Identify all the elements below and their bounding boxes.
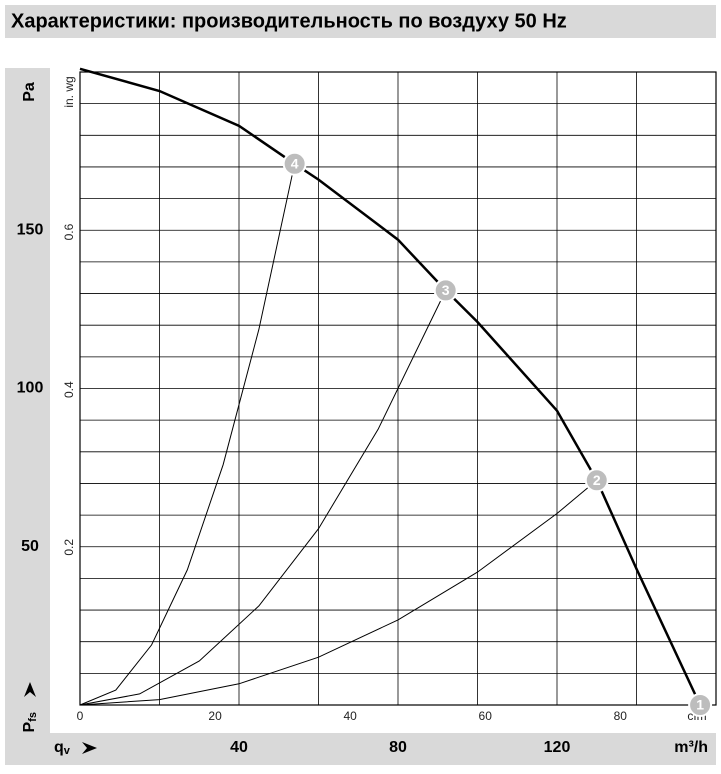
operating-point-label: 4 bbox=[291, 155, 299, 171]
title-bar bbox=[5, 5, 716, 38]
operating-point bbox=[688, 693, 713, 717]
x-arrow bbox=[82, 742, 97, 754]
y-quantity: Pfs bbox=[21, 712, 39, 732]
y2-tick-label: 0.2 bbox=[62, 539, 76, 556]
operating-point-label: 1 bbox=[696, 697, 704, 713]
x-tick-label: 120 bbox=[544, 739, 571, 756]
x-quantity-sub: v bbox=[64, 745, 71, 757]
y-quantity-symbol: P bbox=[21, 721, 38, 732]
operating-point bbox=[433, 278, 458, 303]
y-band bbox=[5, 68, 50, 765]
x-band bbox=[5, 733, 716, 765]
x2-tick-label: 40 bbox=[343, 709, 357, 723]
y-arrow bbox=[24, 682, 36, 697]
operating-point-label: 2 bbox=[593, 472, 601, 488]
system-curve bbox=[79, 290, 447, 706]
y2-tick-label: 0.4 bbox=[62, 381, 76, 398]
x-tick-label: 40 bbox=[230, 739, 248, 756]
x-quantity: qv bbox=[54, 739, 71, 757]
y-tick-label: 150 bbox=[17, 221, 44, 238]
x-tick-label: 80 bbox=[389, 739, 407, 756]
y2-tick-label: 0.6 bbox=[62, 223, 76, 240]
x2-tick-label: 80 bbox=[614, 709, 628, 723]
operating-point bbox=[282, 151, 307, 176]
x-quantity-symbol: q bbox=[54, 739, 64, 756]
x-axis-label: m³/h bbox=[674, 739, 708, 756]
y-tick-label: 50 bbox=[21, 538, 39, 555]
system-curve bbox=[79, 479, 598, 706]
performance-curve bbox=[79, 67, 702, 706]
x2-tick-label: 20 bbox=[208, 709, 222, 723]
operating-point bbox=[584, 468, 609, 493]
operating-point-label: 3 bbox=[442, 282, 450, 298]
system-curve bbox=[79, 163, 296, 706]
y-quantity-sub: fs bbox=[27, 712, 39, 722]
y-axis-label: Pa bbox=[21, 82, 38, 102]
chart-title: Характеристики: производительность по во… bbox=[11, 10, 567, 32]
y-tick-label: 100 bbox=[17, 380, 44, 397]
x2-tick-label: 0 bbox=[77, 709, 84, 723]
y2-axis-label: in. wg bbox=[62, 76, 76, 107]
x2-tick-label: 60 bbox=[479, 709, 493, 723]
